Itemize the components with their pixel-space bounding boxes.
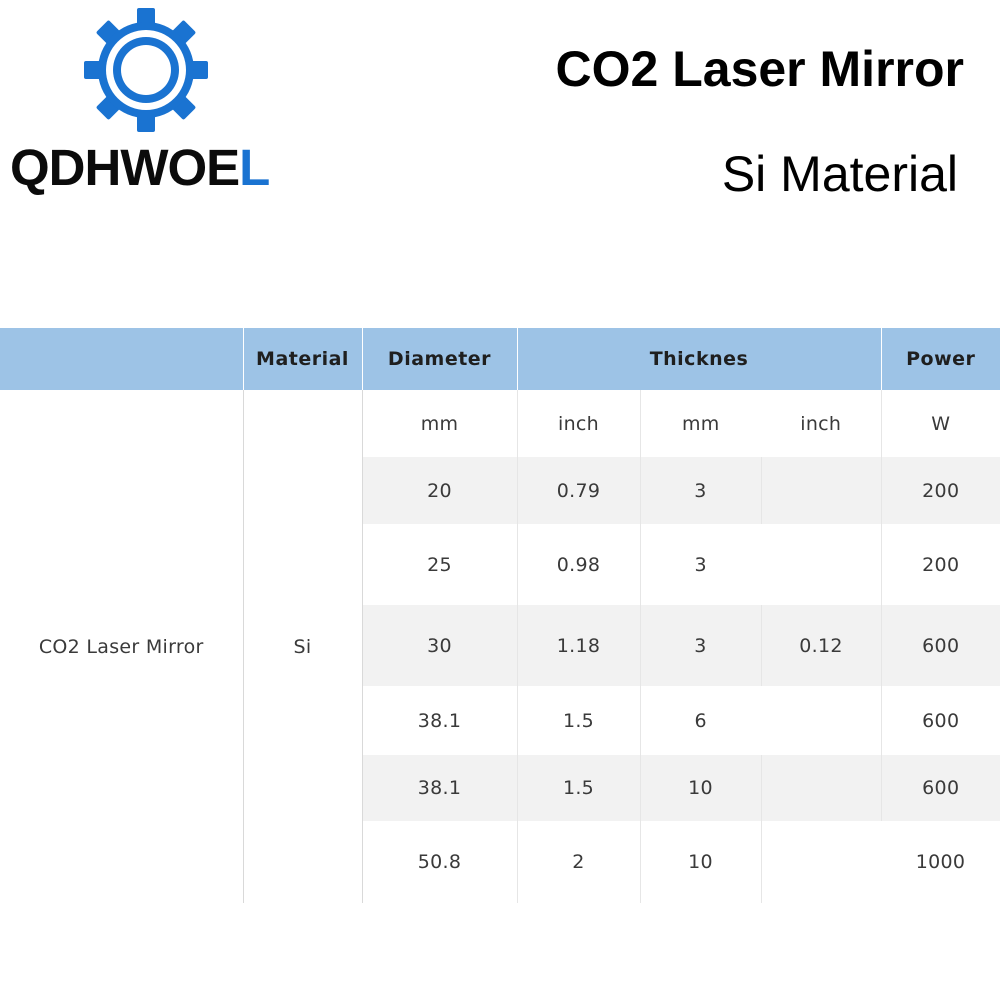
thickness-mm-cell: 3 xyxy=(640,524,761,605)
table-row: 30 1.18 3 0.12 600 xyxy=(0,605,1000,686)
power-cell: 600 xyxy=(881,605,1000,686)
header-thickness: Thicknes xyxy=(517,328,882,390)
thickness-mm-cell: 6 xyxy=(640,686,761,755)
table-row: 38.1 1.5 10 600 xyxy=(0,755,1000,821)
table-row: 50.8 2 10 1000 xyxy=(0,821,1000,903)
thickness-inch-cell xyxy=(761,755,882,821)
diameter-mm-cell: 38.1 xyxy=(362,686,518,755)
power-cell: 200 xyxy=(881,457,1000,524)
thickness-mm-cell: 10 xyxy=(640,755,762,821)
page-title: CO2 Laser Mirror xyxy=(555,41,964,97)
diameter-mm-cell: 25 xyxy=(362,524,518,605)
header-diameter: Diameter xyxy=(362,328,518,390)
unit-diameter-mm: mm xyxy=(362,390,518,457)
unit-diameter-inch: inch xyxy=(517,390,641,457)
unit-thickness-inch: inch xyxy=(761,390,882,457)
diameter-inch-cell: 1.5 xyxy=(517,755,641,821)
power-cell: 200 xyxy=(881,524,1000,605)
material-cell: Si xyxy=(243,390,363,903)
diameter-mm-cell: 20 xyxy=(362,457,518,524)
spec-table: Material Diameter Thicknes Power CO2 Las… xyxy=(0,328,1000,903)
diameter-inch-cell: 1.18 xyxy=(517,605,641,686)
thickness-mm-cell: 3 xyxy=(640,605,762,686)
power-cell: 600 xyxy=(881,686,1000,755)
diameter-mm-cell: 30 xyxy=(362,605,518,686)
unit-thickness-mm: mm xyxy=(640,390,761,457)
thickness-inch-cell xyxy=(761,686,882,755)
power-cell: 600 xyxy=(881,755,1000,821)
table-row: 25 0.98 3 200 xyxy=(0,524,1000,605)
table-row: 20 0.79 3 200 xyxy=(0,457,1000,524)
brand-logo: QDHWOEL xyxy=(4,4,304,199)
table-header-row: Material Diameter Thicknes Power xyxy=(0,328,1000,390)
diameter-inch-cell: 2 xyxy=(517,821,641,903)
thickness-inch-cell: 0.12 xyxy=(761,605,882,686)
diameter-mm-cell: 38.1 xyxy=(362,755,518,821)
gear-icon xyxy=(84,8,208,132)
thickness-inch-cell xyxy=(761,524,882,605)
diameter-inch-cell: 1.5 xyxy=(517,686,641,755)
unit-power: W xyxy=(881,390,1000,457)
diameter-inch-cell: 0.98 xyxy=(517,524,641,605)
page-subtitle: Si Material xyxy=(721,146,958,202)
thickness-mm-cell: 10 xyxy=(640,821,762,903)
table-row: 38.1 1.5 6 600 xyxy=(0,686,1000,755)
header-material: Material xyxy=(243,328,363,390)
header-power: Power xyxy=(881,328,1000,390)
thickness-inch-cell xyxy=(761,457,882,524)
header-blank xyxy=(0,328,244,390)
diameter-mm-cell: 50.8 xyxy=(362,821,518,903)
thickness-inch-cell xyxy=(761,821,882,903)
diameter-inch-cell: 0.79 xyxy=(517,457,641,524)
thickness-mm-cell: 3 xyxy=(640,457,762,524)
brand-wordmark: QDHWOEL xyxy=(10,139,270,196)
units-row: CO2 Laser Mirror Si mm inch mm inch W xyxy=(0,390,1000,903)
power-cell: 1000 xyxy=(881,821,1000,903)
product-cell: CO2 Laser Mirror xyxy=(0,390,244,903)
